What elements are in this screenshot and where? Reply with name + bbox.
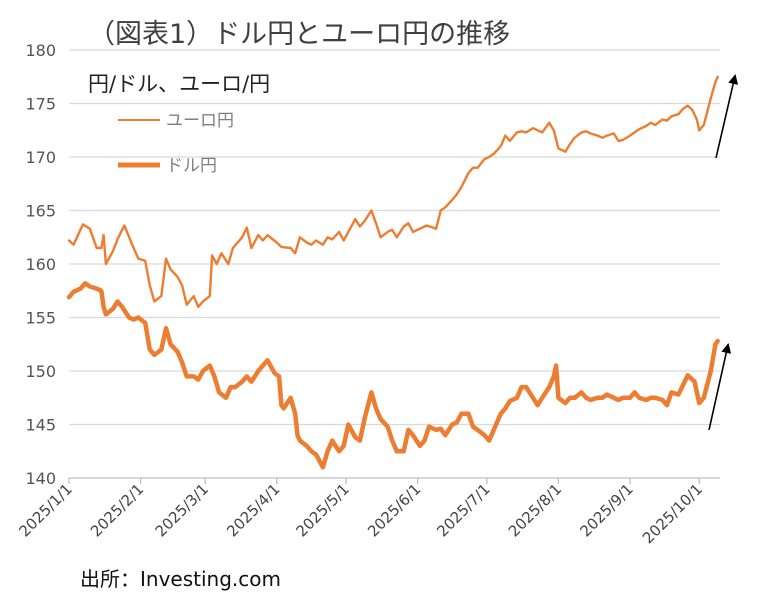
y-axis-ticks: 140 145 150 155 160 165 170 175 180 [25, 41, 56, 488]
y-tick-label: 160 [25, 255, 56, 274]
legend-label-euro-yen: ユーロ円 [166, 111, 234, 131]
x-tick-label: 2025/6/1 [364, 480, 424, 540]
legend: ユーロ円 ドル円 [118, 111, 234, 176]
x-tick-label: 2025/1/1 [15, 480, 75, 540]
y-tick-label: 150 [25, 362, 56, 381]
x-tick-label: 2025/8/1 [505, 480, 565, 540]
y-tick-label: 180 [25, 41, 56, 60]
source-note: 出所：Investing.com [80, 567, 281, 591]
x-axis [68, 477, 720, 484]
x-tick-label: 2025/3/1 [152, 480, 212, 540]
chart-title: （図表1）ドル円とユーロ円の推移 [88, 19, 511, 50]
unit-label: 円/ドル、ユーロ/円 [88, 72, 271, 96]
y-tick-label: 165 [25, 202, 56, 221]
y-tick-label: 155 [25, 309, 56, 328]
y-tick-label: 170 [25, 148, 56, 167]
y-tick-label: 145 [25, 416, 56, 435]
series-line-dollar-yen [66, 281, 720, 470]
x-tick-label: 2025/9/1 [576, 480, 636, 540]
trend-arrows [708, 74, 739, 431]
series-lines [66, 75, 720, 470]
x-tick-label: 2025/10/1 [639, 480, 706, 547]
y-tick-label: 140 [25, 469, 56, 488]
series-line-euro-yen [67, 75, 719, 308]
y-tick-label: 175 [25, 95, 56, 114]
x-tick-label: 2025/2/1 [87, 480, 147, 540]
x-tick-label: 2025/5/1 [292, 480, 352, 540]
arrow-dollar-yen [708, 343, 732, 431]
x-axis-ticks: 2025/1/1 2025/2/1 2025/3/1 2025/4/1 2025/5/1… [15, 480, 706, 547]
grid-lines [69, 49, 720, 426]
arrow-euro-yen [715, 74, 739, 159]
legend-label-dollar-yen: ドル円 [166, 156, 217, 176]
x-tick-label: 2025/7/1 [433, 480, 493, 540]
x-tick-label: 2025/4/1 [223, 480, 283, 540]
